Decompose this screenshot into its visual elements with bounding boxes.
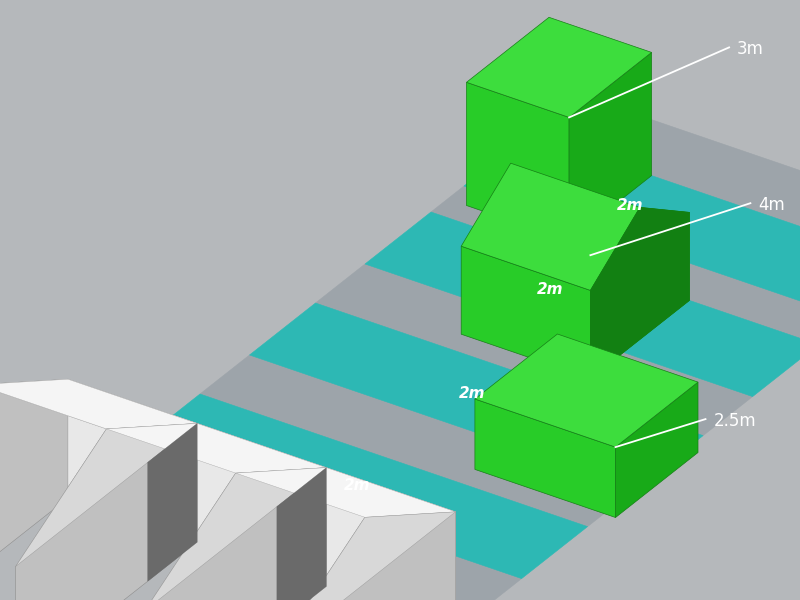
Polygon shape (250, 303, 703, 488)
Text: 2m: 2m (344, 478, 370, 493)
Polygon shape (145, 467, 326, 600)
Polygon shape (461, 163, 640, 290)
Polygon shape (236, 467, 456, 517)
Polygon shape (590, 208, 690, 290)
Polygon shape (0, 379, 68, 600)
Polygon shape (590, 208, 690, 379)
Polygon shape (530, 95, 800, 266)
Polygon shape (466, 17, 651, 118)
Polygon shape (464, 134, 800, 319)
Text: 4m: 4m (758, 196, 785, 214)
Polygon shape (68, 446, 522, 600)
Text: 2m: 2m (459, 386, 486, 401)
Polygon shape (475, 334, 698, 447)
Polygon shape (16, 424, 197, 600)
Polygon shape (16, 424, 197, 566)
Polygon shape (274, 512, 456, 600)
Polygon shape (365, 212, 800, 397)
Text: 2m: 2m (537, 283, 563, 298)
Polygon shape (274, 512, 456, 600)
Polygon shape (148, 424, 197, 581)
Polygon shape (0, 379, 68, 600)
Polygon shape (590, 212, 690, 379)
Polygon shape (274, 512, 456, 600)
Polygon shape (615, 382, 698, 517)
Polygon shape (0, 379, 197, 429)
Polygon shape (461, 246, 590, 379)
Polygon shape (475, 399, 615, 517)
Polygon shape (200, 355, 637, 527)
Polygon shape (277, 467, 326, 600)
Polygon shape (145, 467, 326, 600)
Polygon shape (145, 467, 326, 600)
Polygon shape (326, 467, 456, 600)
Polygon shape (569, 52, 651, 241)
Polygon shape (0, 379, 197, 429)
Polygon shape (134, 394, 587, 578)
Polygon shape (431, 186, 800, 344)
Text: 2.5m: 2.5m (714, 412, 756, 430)
Text: 3m: 3m (737, 40, 764, 58)
Text: 2m: 2m (617, 198, 643, 213)
Polygon shape (315, 264, 753, 436)
Polygon shape (68, 379, 197, 542)
Polygon shape (197, 424, 326, 586)
Polygon shape (16, 424, 197, 600)
Polygon shape (106, 424, 326, 473)
Polygon shape (466, 82, 569, 241)
